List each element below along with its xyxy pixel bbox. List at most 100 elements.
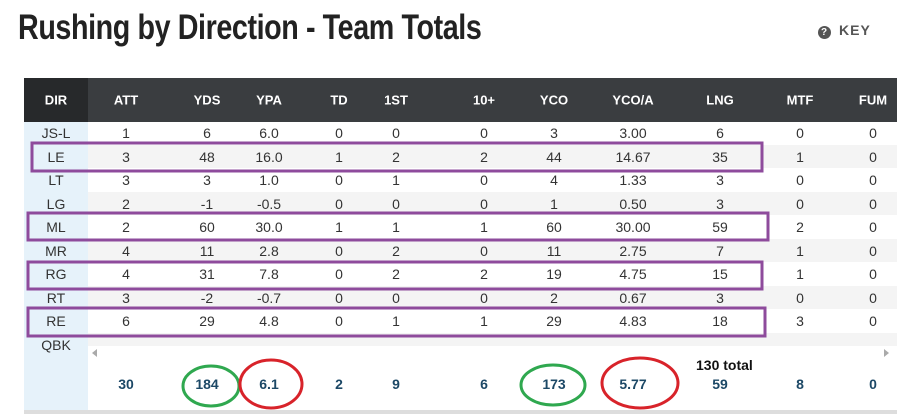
- row-label: ML: [46, 219, 66, 235]
- cell: 0: [335, 125, 343, 141]
- column-header: YCO/A: [612, 92, 654, 108]
- total-cell: 0: [869, 376, 877, 392]
- column-header: ATT: [113, 92, 139, 108]
- cell: 1: [392, 172, 400, 188]
- row-stripe: [88, 239, 897, 262]
- cell: 2: [122, 219, 130, 235]
- cell: 0: [480, 242, 488, 259]
- row-stripe: [88, 145, 897, 168]
- column-header: TD: [330, 92, 348, 108]
- cell: 29: [199, 313, 215, 329]
- cell: 1: [392, 219, 400, 235]
- cell: 0: [335, 289, 343, 306]
- dir-header-bg: [24, 78, 88, 122]
- bottom-border: [24, 410, 897, 414]
- cell: 0: [480, 289, 488, 306]
- cell: 60: [199, 219, 215, 235]
- cell: 0: [869, 242, 877, 259]
- cell: 1: [550, 195, 558, 212]
- cell: 1.33: [619, 172, 647, 188]
- cell: 0: [480, 125, 488, 141]
- cell: 4.75: [619, 266, 647, 282]
- column-header: MTF: [786, 92, 814, 108]
- row-label: LE: [47, 148, 65, 165]
- cell: 2: [480, 266, 488, 282]
- red-circle: [600, 356, 680, 410]
- row-label: LT: [48, 172, 64, 188]
- cell: 3: [122, 172, 130, 188]
- cell: 0: [869, 266, 877, 282]
- cell: 2: [480, 148, 488, 165]
- cell: 4: [122, 242, 130, 259]
- highlight-box: [26, 211, 770, 242]
- cell: 3.00: [619, 125, 647, 141]
- red-circle: [238, 358, 304, 410]
- cell: -1: [200, 195, 214, 212]
- cell: 1.0: [259, 172, 279, 188]
- row-label: LG: [46, 195, 66, 212]
- annotation: 130 total: [696, 357, 753, 373]
- cell: 0: [335, 266, 343, 282]
- cell: 0: [480, 172, 488, 188]
- cell: 7.8: [259, 266, 279, 282]
- cell: 1: [796, 266, 804, 282]
- row-label: RG: [45, 266, 67, 282]
- total-cell: 2: [335, 376, 343, 392]
- cell: 35: [712, 148, 728, 165]
- cell: 4.8: [259, 313, 279, 329]
- cell: 3: [716, 289, 724, 306]
- cell: 6: [716, 125, 724, 141]
- total-cell: 5.77: [619, 376, 647, 392]
- total-cell: 173: [542, 376, 566, 392]
- cell: 1: [480, 219, 488, 235]
- column-header: LNG: [706, 92, 734, 108]
- cell: 0: [392, 195, 400, 212]
- cell: 0: [869, 313, 877, 329]
- cell: 3: [796, 313, 804, 329]
- cell: 0: [335, 242, 343, 259]
- cell: 30.0: [255, 219, 283, 235]
- cell: 0: [869, 195, 877, 212]
- cell: 2: [392, 242, 400, 259]
- cell: 0.50: [619, 195, 647, 212]
- cell: 4: [550, 172, 558, 188]
- scrollbar[interactable]: [88, 346, 897, 358]
- highlight-box: [26, 260, 764, 291]
- cell: 0: [869, 219, 877, 235]
- cell: 19: [546, 266, 562, 282]
- highlight-box: [30, 141, 764, 173]
- cell: 14.67: [615, 148, 651, 165]
- row-stripe: [88, 192, 897, 215]
- cell: 1: [335, 148, 343, 165]
- column-header: 1ST: [384, 92, 408, 108]
- scroll-arrows: [92, 349, 889, 357]
- cell: 29: [546, 313, 562, 329]
- key-button[interactable]: ? KEY: [818, 22, 871, 39]
- cell: 1: [392, 313, 400, 329]
- cell: 2: [392, 266, 400, 282]
- cell: 0: [796, 125, 804, 141]
- cell: -2: [200, 289, 214, 306]
- cell: 0.67: [619, 289, 647, 306]
- cell: 6.0: [259, 125, 279, 141]
- total-cell: 6.1: [259, 376, 279, 392]
- cell: 6: [203, 125, 211, 141]
- cell: 1: [796, 242, 804, 259]
- row-label: QBK: [41, 336, 71, 353]
- cell: 11: [546, 242, 562, 259]
- cell: 0: [796, 172, 804, 188]
- column-header: FUM: [858, 92, 888, 108]
- cell: 0: [869, 172, 877, 188]
- cell: 1: [796, 148, 804, 165]
- cell: 3: [716, 195, 724, 212]
- cell: 44: [546, 148, 562, 165]
- table-header: [24, 78, 897, 122]
- cell: 3: [716, 172, 724, 188]
- cell: 6: [122, 313, 130, 329]
- green-circle: [181, 364, 241, 408]
- cell: 48: [199, 148, 215, 165]
- column-header: DIR: [44, 92, 68, 108]
- cell: 3: [550, 125, 558, 141]
- row-label: MR: [45, 242, 67, 259]
